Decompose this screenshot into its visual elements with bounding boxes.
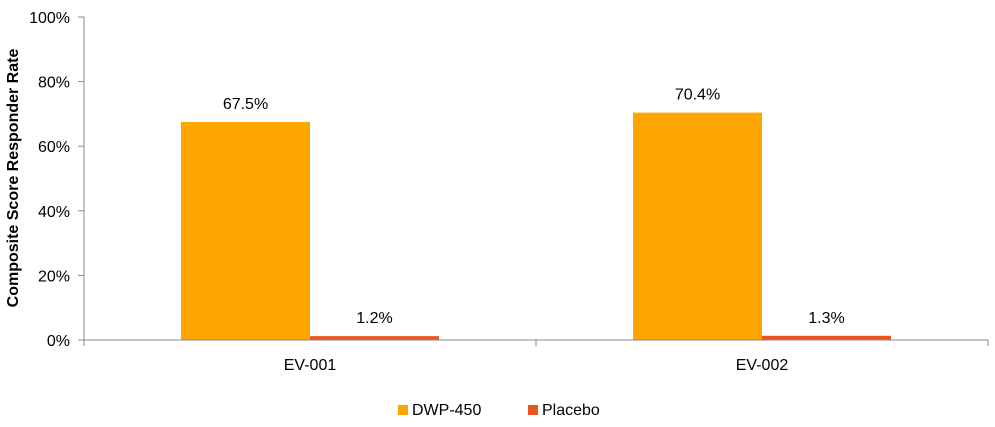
y-axis-title: Composite Score Responder Rate bbox=[5, 49, 22, 308]
y-tick-label: 80% bbox=[38, 75, 70, 92]
data-label: 1.3% bbox=[808, 310, 844, 327]
x-tick-label: EV-002 bbox=[736, 357, 789, 374]
bar-placebo-ev-002 bbox=[762, 335, 891, 340]
y-tick-label: 40% bbox=[38, 204, 70, 221]
x-axis-ticks: EV-001 EV-002 bbox=[83, 340, 989, 374]
y-tick-label: 0% bbox=[47, 333, 70, 350]
y-tick-label: 60% bbox=[38, 139, 70, 156]
data-label: 70.4% bbox=[675, 87, 720, 104]
legend-swatch bbox=[398, 405, 408, 415]
legend-swatch bbox=[528, 405, 538, 415]
bars bbox=[181, 112, 891, 340]
y-tick-label: 100% bbox=[29, 10, 70, 27]
y-tick-label: 20% bbox=[38, 268, 70, 285]
bar-dwp-450-ev-002 bbox=[633, 112, 762, 340]
x-tick-label: EV-001 bbox=[284, 357, 337, 374]
bar-dwp-450-ev-001 bbox=[181, 121, 310, 340]
legend-label: Placebo bbox=[542, 402, 600, 419]
data-label: 1.2% bbox=[356, 310, 392, 327]
data-label: 67.5% bbox=[223, 96, 268, 113]
legend: DWP-450 Placebo bbox=[398, 402, 600, 419]
data-labels: 67.5% 1.2% 70.4% 1.3% bbox=[223, 87, 845, 328]
bar-placebo-ev-001 bbox=[310, 336, 439, 340]
y-axis-ticks: 0% 20% 40% 60% 80% 100% bbox=[29, 10, 84, 350]
legend-label: DWP-450 bbox=[412, 402, 481, 419]
